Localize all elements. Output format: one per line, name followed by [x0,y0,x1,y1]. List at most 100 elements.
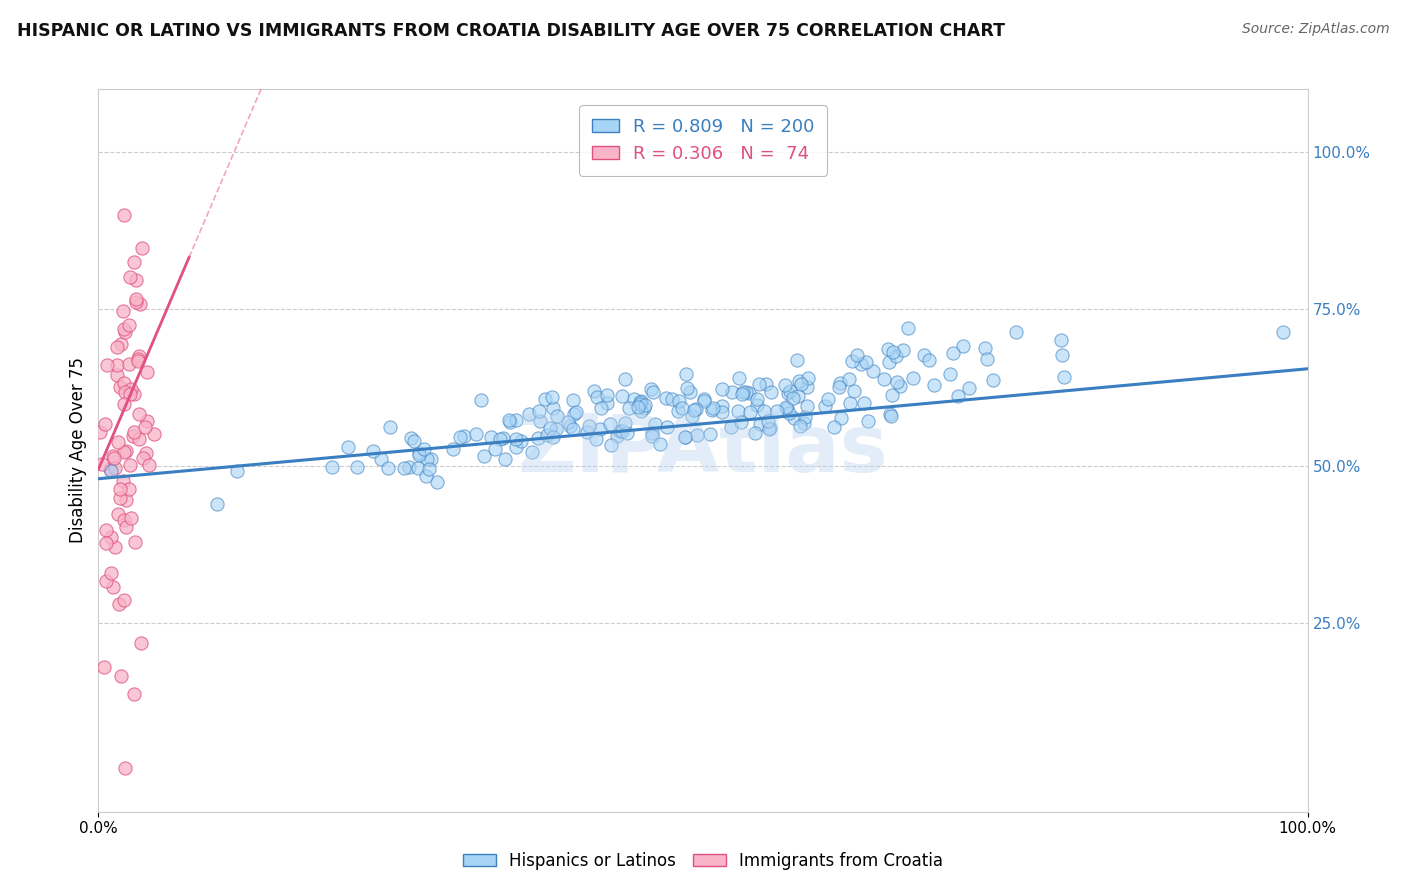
Point [731,385,754,400]
Point [100,566,122,580]
Point [143,427,166,442]
Point [793,416,815,430]
Point [128,349,150,363]
Point [101,449,124,463]
Point [692,393,714,408]
Point [749,417,772,431]
Point [465,427,488,442]
Point [361,443,384,458]
Point [946,389,969,403]
Point [711,382,734,396]
Point [418,461,440,475]
Point [775,401,797,415]
Point [96,536,118,550]
Point [880,387,903,401]
Point [136,365,159,379]
Point [398,459,420,474]
Point [796,380,818,394]
Point [640,382,662,396]
Point [754,403,776,417]
Point [527,431,550,445]
Point [100,530,122,544]
Point [105,358,128,372]
Point [578,419,600,434]
Point [721,385,744,400]
Point [796,400,818,414]
Point [839,395,862,409]
Point [702,401,724,415]
Point [747,392,769,406]
Point [589,422,612,436]
Point [562,422,585,436]
Point [489,433,512,447]
Point [449,430,471,444]
Point [505,440,527,454]
Point [541,430,564,444]
Point [787,374,810,388]
Point [893,343,915,357]
Point [744,425,766,440]
Point [118,318,141,332]
Point [117,357,139,371]
Point [1272,325,1295,339]
Point [644,417,666,432]
Point [755,377,778,392]
Point [668,393,690,408]
Point [108,483,131,497]
Point [499,415,522,429]
Point [124,687,146,701]
Point [402,434,425,448]
Point [671,401,693,415]
Point [564,405,586,419]
Point [841,354,863,368]
Point [641,425,664,440]
Point [641,384,664,399]
Point [595,388,617,402]
Point [976,352,998,367]
Point [122,387,145,401]
Point [527,404,550,418]
Point [655,391,678,405]
Point [628,397,651,411]
Point [952,339,974,353]
Point [778,406,800,420]
Point [399,431,422,445]
Point [858,414,880,428]
Point [862,364,884,378]
Point [415,451,437,466]
Point [484,442,506,456]
Point [129,636,152,650]
Point [96,358,118,372]
Point [108,597,131,611]
Point [135,446,157,460]
Point [612,424,634,438]
Point [392,460,415,475]
Point [1050,347,1073,361]
Point [546,409,568,423]
Point [103,451,125,466]
Point [759,385,782,400]
Point [879,355,901,369]
Point [666,404,689,418]
Point [845,348,868,362]
Point [738,405,761,419]
Legend: R = 0.809   N = 200, R = 0.306   N =  74: R = 0.809 N = 200, R = 0.306 N = 74 [579,105,827,176]
Point [879,407,901,421]
Point [589,401,612,415]
Point [914,348,936,362]
Point [112,397,135,411]
Point [118,270,141,285]
Point [108,380,131,394]
Point [855,355,877,369]
Point [699,427,721,442]
Point [685,402,707,417]
Point [779,384,801,398]
Point [562,392,585,407]
Point [817,392,839,406]
Point [630,404,652,418]
Point [115,520,138,534]
Point [121,428,143,442]
Point [942,346,965,360]
Point [627,400,650,414]
Point [205,497,228,511]
